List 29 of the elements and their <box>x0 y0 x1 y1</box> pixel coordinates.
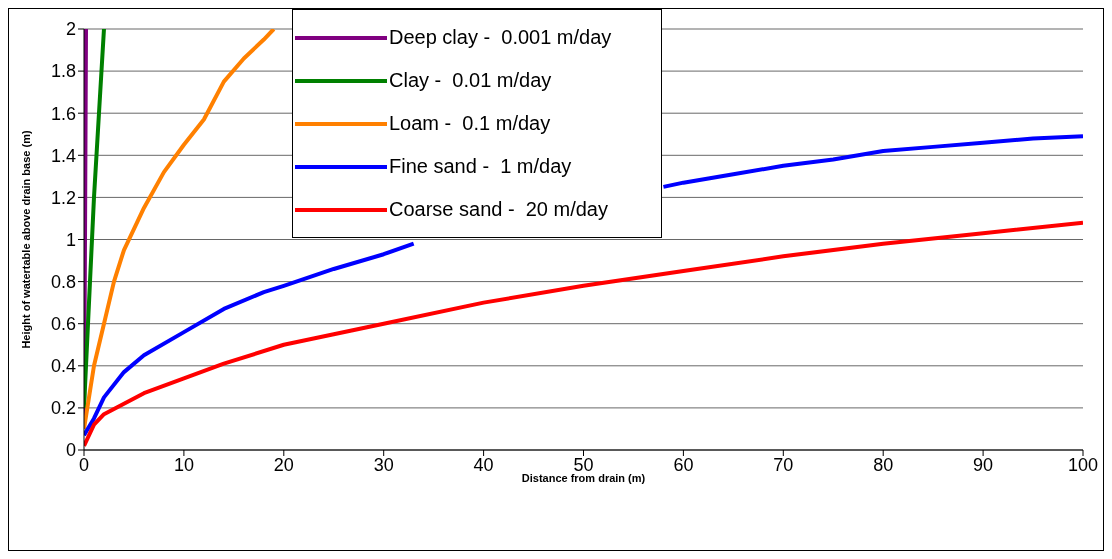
x-tick-label: 70 <box>773 454 794 475</box>
y-tick-label: 1 <box>65 229 76 250</box>
y-tick-label: 0.8 <box>50 271 76 292</box>
x-tick-label: 20 <box>273 454 294 475</box>
x-tick-label: 30 <box>373 454 394 475</box>
y-tick-label: 0.6 <box>50 314 76 335</box>
line-series <box>84 29 276 431</box>
y-tick-label: 0 <box>65 440 76 461</box>
x-tick-label: 10 <box>173 454 194 475</box>
y-tick-label: 2 <box>65 19 76 40</box>
legend-label: Deep clay - 0.001 m/day <box>389 26 612 49</box>
x-tick-label: 40 <box>473 454 494 475</box>
legend-label: Coarse sand - 20 m/day <box>389 198 608 221</box>
legend-label: Fine sand - 1 m/day <box>389 155 572 178</box>
x-tick-label: 60 <box>673 454 694 475</box>
x-tick-label: 80 <box>873 454 894 475</box>
y-tick-label: 0.2 <box>50 398 76 419</box>
x-tick-label: 100 <box>1067 454 1099 475</box>
y-tick-label: 1.2 <box>50 187 76 208</box>
line-series <box>84 29 106 410</box>
x-tick-label: 90 <box>973 454 994 475</box>
legend-label: Loam - 0.1 m/day <box>389 112 551 135</box>
y-tick-label: 1.6 <box>50 103 76 124</box>
x-tick-label: 0 <box>78 454 90 475</box>
y-tick-label: 1.4 <box>50 145 76 166</box>
y-tick-label: 1.8 <box>50 61 76 82</box>
legend-label: Clay - 0.01 m/day <box>389 69 552 92</box>
y-axis-title: Height of watertable above drain base (m) <box>19 130 32 349</box>
y-tick-label: 0.4 <box>50 356 76 377</box>
